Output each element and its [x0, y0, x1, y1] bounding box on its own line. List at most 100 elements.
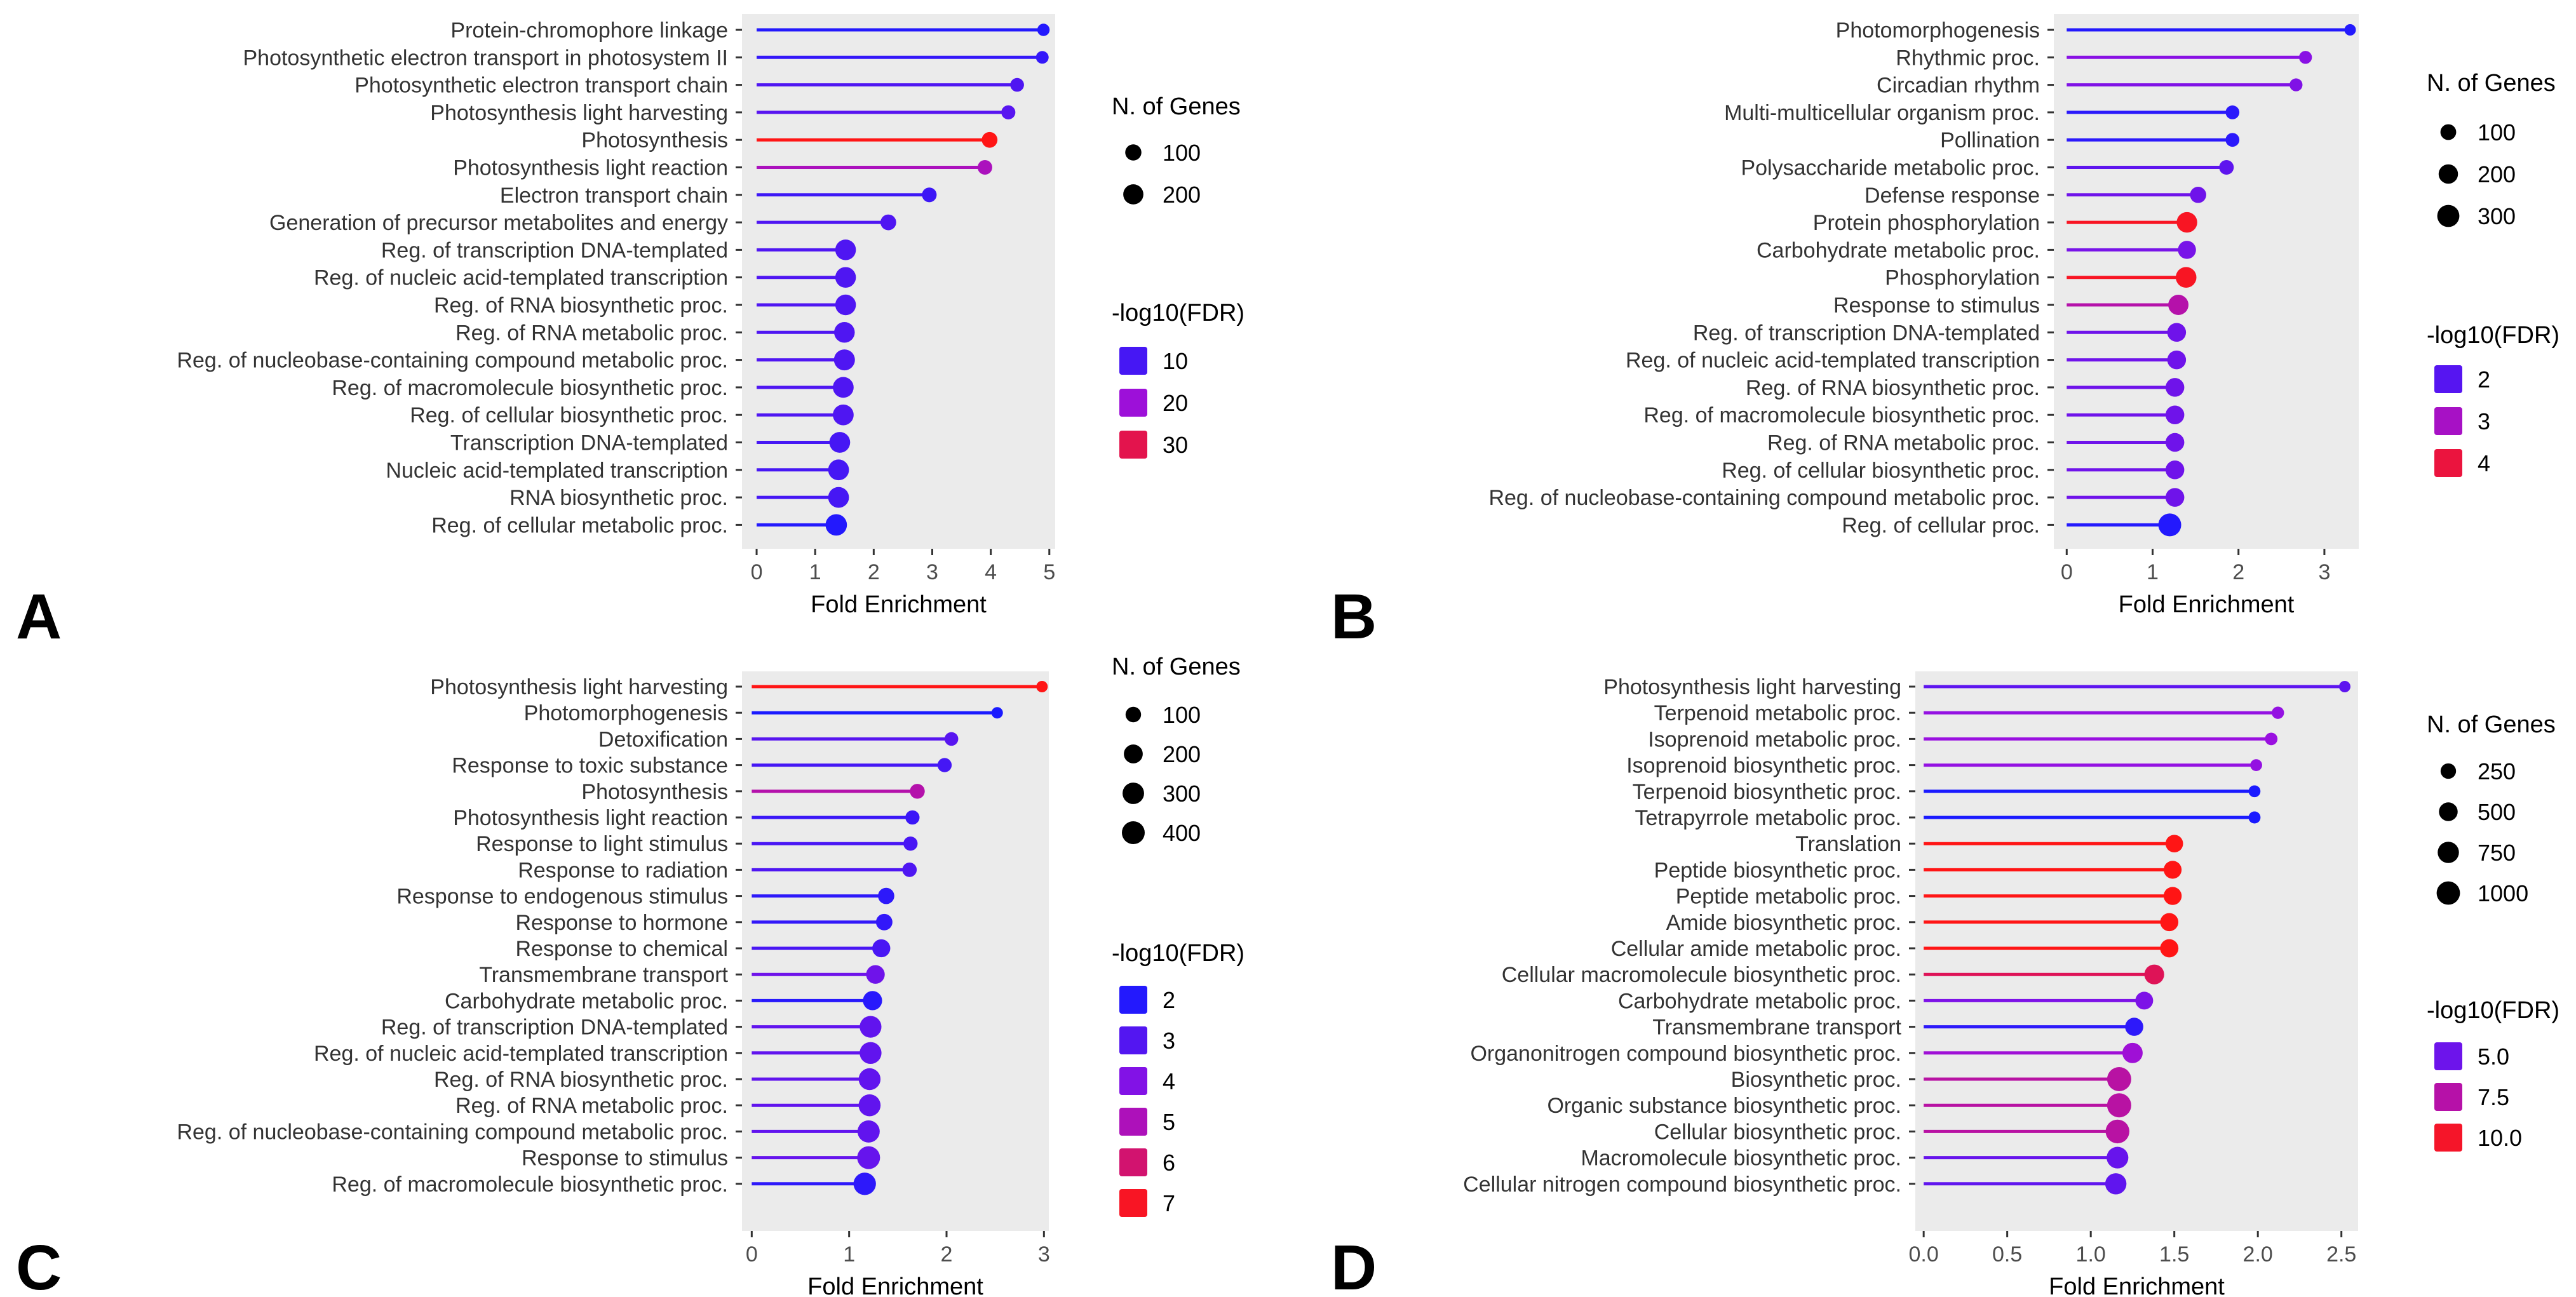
y-category-label: Cellular amide metabolic proc. — [1611, 937, 1901, 961]
color-legend-title: -log10(FDR) — [1112, 300, 1244, 326]
y-category-label: Reg. of cellular metabolic proc. — [431, 513, 728, 537]
y-category-label: Generation of precursor metabolites and … — [269, 211, 728, 235]
color-legend-swatch — [1119, 1148, 1147, 1176]
x-tick-label: 2 — [868, 560, 880, 584]
x-tick-label: 0 — [746, 1242, 758, 1267]
lollipop-point — [857, 1146, 880, 1169]
lollipop-point — [977, 159, 992, 175]
color-legend-label: 4 — [2478, 450, 2490, 476]
color-legend-swatch — [1119, 347, 1147, 375]
y-category-label: Peptide metabolic proc. — [1676, 885, 1901, 909]
y-category-label: Reg. of nucleic acid-templated transcrip… — [314, 266, 728, 290]
lollipop-point — [981, 131, 998, 148]
color-legend-swatch — [2434, 365, 2462, 393]
y-category-label: Reg. of nucleobase-containing compound m… — [1488, 486, 2040, 510]
y-category-label: Reg. of nucleic acid-templated transcrip… — [1626, 349, 2040, 373]
x-tick-label: 0 — [751, 560, 763, 584]
size-legend-key — [1125, 706, 1142, 723]
y-category-label: Isoprenoid metabolic proc. — [1648, 727, 1901, 751]
lollipop-point — [2168, 295, 2189, 315]
y-category-label: Cellular macromolecule biosynthetic proc… — [1502, 963, 1901, 987]
color-legend-label: 20 — [1163, 390, 1188, 416]
lollipop-point — [2338, 681, 2350, 692]
lollipop-point — [878, 887, 894, 904]
color-legend-label: 7.5 — [2478, 1084, 2509, 1110]
y-category-label: Biosynthetic proc. — [1731, 1068, 1901, 1092]
y-category-label: Organonitrogen compound biosynthetic pro… — [1470, 1042, 1901, 1066]
lollipop-point — [2190, 187, 2206, 203]
panel-label: D — [1331, 1232, 1377, 1297]
lollipop-point — [2250, 759, 2262, 771]
x-tick-label: 4 — [985, 560, 997, 584]
color-legend-label: 5.0 — [2478, 1044, 2509, 1070]
color-legend-swatch — [2434, 1083, 2462, 1111]
y-category-label: Photomorphogenesis — [1836, 18, 2040, 43]
color-legend-label: 5 — [1163, 1109, 1175, 1135]
lollipop-point — [2344, 24, 2356, 36]
color-legend-label: 7 — [1163, 1190, 1175, 1216]
size-legend-key — [1122, 821, 1145, 844]
y-category-label: Reg. of RNA metabolic proc. — [1767, 431, 2040, 455]
lollipop-point — [2165, 460, 2185, 480]
x-tick-label: 3 — [926, 560, 938, 584]
color-legend-label: 4 — [1163, 1068, 1175, 1094]
color-legend-swatch — [2434, 1124, 2462, 1152]
size-legend-key — [2438, 842, 2459, 863]
size-legend-label: 400 — [1163, 820, 1201, 846]
lollipop-point — [2225, 105, 2240, 119]
lollipop-point — [828, 459, 849, 481]
lollipop-point — [2107, 1093, 2131, 1118]
color-legend-swatch — [1119, 389, 1147, 417]
x-tick-label: 0.0 — [1909, 1242, 1939, 1267]
lollipop-point — [2165, 488, 2185, 507]
y-category-label: Response to stimulus — [522, 1146, 728, 1171]
y-category-label: Transcription DNA-templated — [450, 431, 728, 455]
x-tick-label: 3 — [2318, 560, 2330, 584]
lollipop-point — [910, 784, 925, 799]
lollipop-point — [2167, 350, 2187, 370]
y-category-label: Cellular nitrogen compound biosynthetic … — [1463, 1173, 1901, 1197]
size-legend-key — [2439, 802, 2458, 821]
size-legend-label: 100 — [1163, 702, 1201, 728]
x-tick-label: 0 — [2061, 560, 2073, 584]
y-category-label: Polysaccharide metabolic proc. — [1741, 156, 2040, 180]
x-tick-label: 2 — [2232, 560, 2244, 584]
lollipop-point — [833, 349, 855, 371]
lollipop-point — [2165, 405, 2185, 424]
x-tick-label: 2.5 — [2326, 1242, 2356, 1267]
color-legend-swatch — [1119, 1067, 1147, 1095]
size-legend-key — [2440, 124, 2457, 140]
lollipop-point — [2165, 378, 2185, 397]
size-legend-key — [1124, 744, 1143, 763]
lollipop-point — [2105, 1119, 2129, 1144]
y-category-label: Defense response — [1865, 184, 2040, 208]
y-category-label: Translation — [1795, 832, 1901, 856]
y-category-label: Detoxification — [598, 727, 728, 751]
y-category-label: Electron transport chain — [500, 184, 728, 208]
size-legend-label: 100 — [1163, 140, 1201, 166]
size-legend-title: N. of Genes — [1112, 654, 1241, 680]
y-category-label: Response to toxic substance — [452, 754, 728, 778]
y-category-label: Transmembrane transport — [1652, 1016, 1901, 1040]
y-category-label: Phosphorylation — [1885, 266, 2040, 290]
y-category-label: Reg. of macromolecule biosynthetic proc. — [332, 1173, 728, 1197]
lollipop-point — [1036, 681, 1048, 692]
y-category-label: Reg. of transcription DNA-templated — [381, 238, 728, 262]
panel-a: 0 1 2 3 4 5 Fold Enrichment Protein-chromophore… — [16, 14, 1244, 652]
color-legend-label: 2 — [2478, 366, 2490, 393]
x-tick-label: 3 — [1038, 1242, 1050, 1267]
lollipop-point — [2160, 913, 2179, 932]
size-legend-key — [2438, 164, 2458, 184]
y-category-label: Transmembrane transport — [479, 963, 728, 987]
lollipop-point — [2272, 706, 2284, 719]
x-tick-label: 1 — [2147, 560, 2159, 584]
x-axis-title: Fold Enrichment — [2119, 591, 2295, 618]
size-legend-label: 300 — [1163, 781, 1201, 807]
y-category-label: Response to endogenous stimulus — [396, 885, 728, 909]
y-category-label: Photomorphogenesis — [524, 701, 728, 725]
y-category-label: Protein phosphorylation — [1813, 211, 2040, 235]
color-legend-swatch — [1119, 986, 1147, 1014]
size-legend-label: 750 — [2478, 840, 2516, 866]
lollipop-point — [858, 1094, 881, 1117]
y-category-label: Reg. of macromolecule biosynthetic proc. — [332, 376, 728, 400]
